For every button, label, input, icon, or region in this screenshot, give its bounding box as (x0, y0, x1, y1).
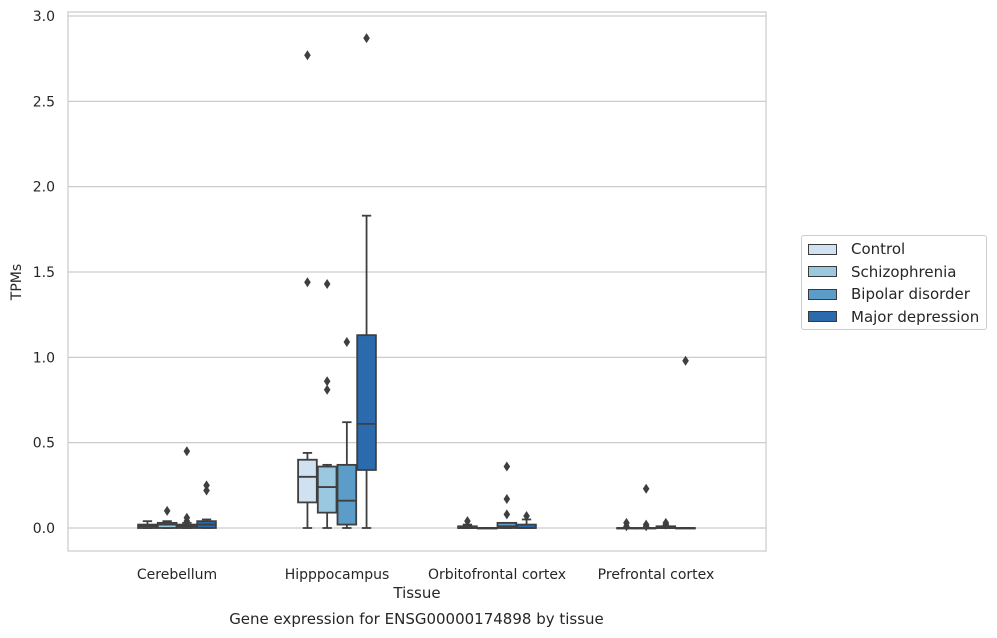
y-tick-label: 0.0 (33, 521, 55, 537)
legend-label: Schizophrenia (851, 262, 957, 281)
y-axis-label: TPMs (9, 264, 25, 301)
outlier-point (323, 376, 331, 387)
outlier-point (183, 512, 191, 523)
box-group (137, 520, 158, 529)
legend-label: Bipolar disorder (851, 285, 970, 303)
outlier-point (662, 517, 670, 528)
outlier-point (503, 493, 511, 504)
x-tick-label: Hipppocampus (285, 567, 390, 583)
x-axis-label: Tissue (392, 584, 440, 602)
plot-marks (137, 33, 696, 532)
box-group (675, 355, 696, 530)
legend: Control Schizophrenia Bipolar disorder Majo… (801, 235, 987, 330)
y-tick-labels: 0.0 0.5 1.0 1.5 2.0 2.5 3.0 (33, 9, 55, 537)
legend-swatch (808, 266, 837, 277)
x-tick-labels: Cerebellum Hipppocampus Orbitofrontal cort… (137, 567, 714, 583)
outlier-point (323, 278, 331, 289)
y-tick-label: 3.0 (33, 9, 55, 25)
outlier-point (203, 480, 210, 491)
legend-item: Major depression (808, 308, 979, 326)
box-group (655, 517, 677, 530)
box (336, 463, 358, 526)
y-tick-label: 1.0 (33, 350, 55, 366)
x-tick-label: Cerebellum (137, 567, 217, 583)
plot-frame (67, 11, 767, 552)
legend-swatch (808, 243, 837, 255)
y-tick-label: 2.0 (33, 180, 55, 196)
legend-item: Schizophrenia (808, 263, 956, 281)
chart-caption: Gene expression for ENSG00000174898 by t… (229, 610, 604, 628)
outlier-point (464, 516, 471, 527)
box-group (297, 50, 318, 529)
box-group (616, 517, 637, 532)
gridlines (68, 15, 766, 529)
outlier-point (323, 384, 331, 395)
y-tick-label: 0.5 (33, 436, 55, 452)
outlier-point (503, 461, 511, 472)
box-group (336, 336, 358, 529)
box-group (356, 33, 377, 529)
box-group (635, 483, 657, 532)
outlier-point (642, 519, 650, 530)
legend-swatch (808, 288, 837, 300)
box-group (476, 527, 498, 530)
outlier-point (203, 485, 210, 496)
x-tick-label: Orbitofrontal cortex (428, 567, 566, 583)
box-group (516, 511, 537, 529)
box-group (196, 480, 217, 529)
outlier-point (682, 355, 689, 366)
outlier-point (304, 277, 311, 288)
outlier-point (503, 509, 511, 520)
outlier-point (343, 336, 351, 347)
legend-item: Control (808, 240, 905, 258)
x-tick-label: Prefrontal cortex (598, 567, 715, 583)
box (356, 334, 377, 471)
box (297, 458, 318, 504)
outlier-point (183, 446, 191, 457)
outlier-point (642, 483, 650, 494)
outlier-point (623, 517, 630, 528)
legend-swatch (808, 311, 837, 322)
box-group (457, 516, 478, 529)
outlier-point (363, 33, 370, 44)
box (316, 465, 338, 514)
outlier-point (163, 505, 171, 516)
box-group (176, 446, 198, 529)
legend-label: Control (851, 240, 906, 258)
legend-label: Major depression (851, 307, 980, 326)
legend-item: Bipolar disorder (808, 285, 970, 303)
box-group (496, 461, 518, 529)
box-group (156, 505, 178, 529)
box-group (316, 278, 338, 529)
y-tick-label: 2.5 (33, 94, 55, 110)
outlier-point (523, 511, 530, 522)
outlier-point (304, 50, 311, 61)
y-tick-label: 1.5 (33, 265, 55, 281)
